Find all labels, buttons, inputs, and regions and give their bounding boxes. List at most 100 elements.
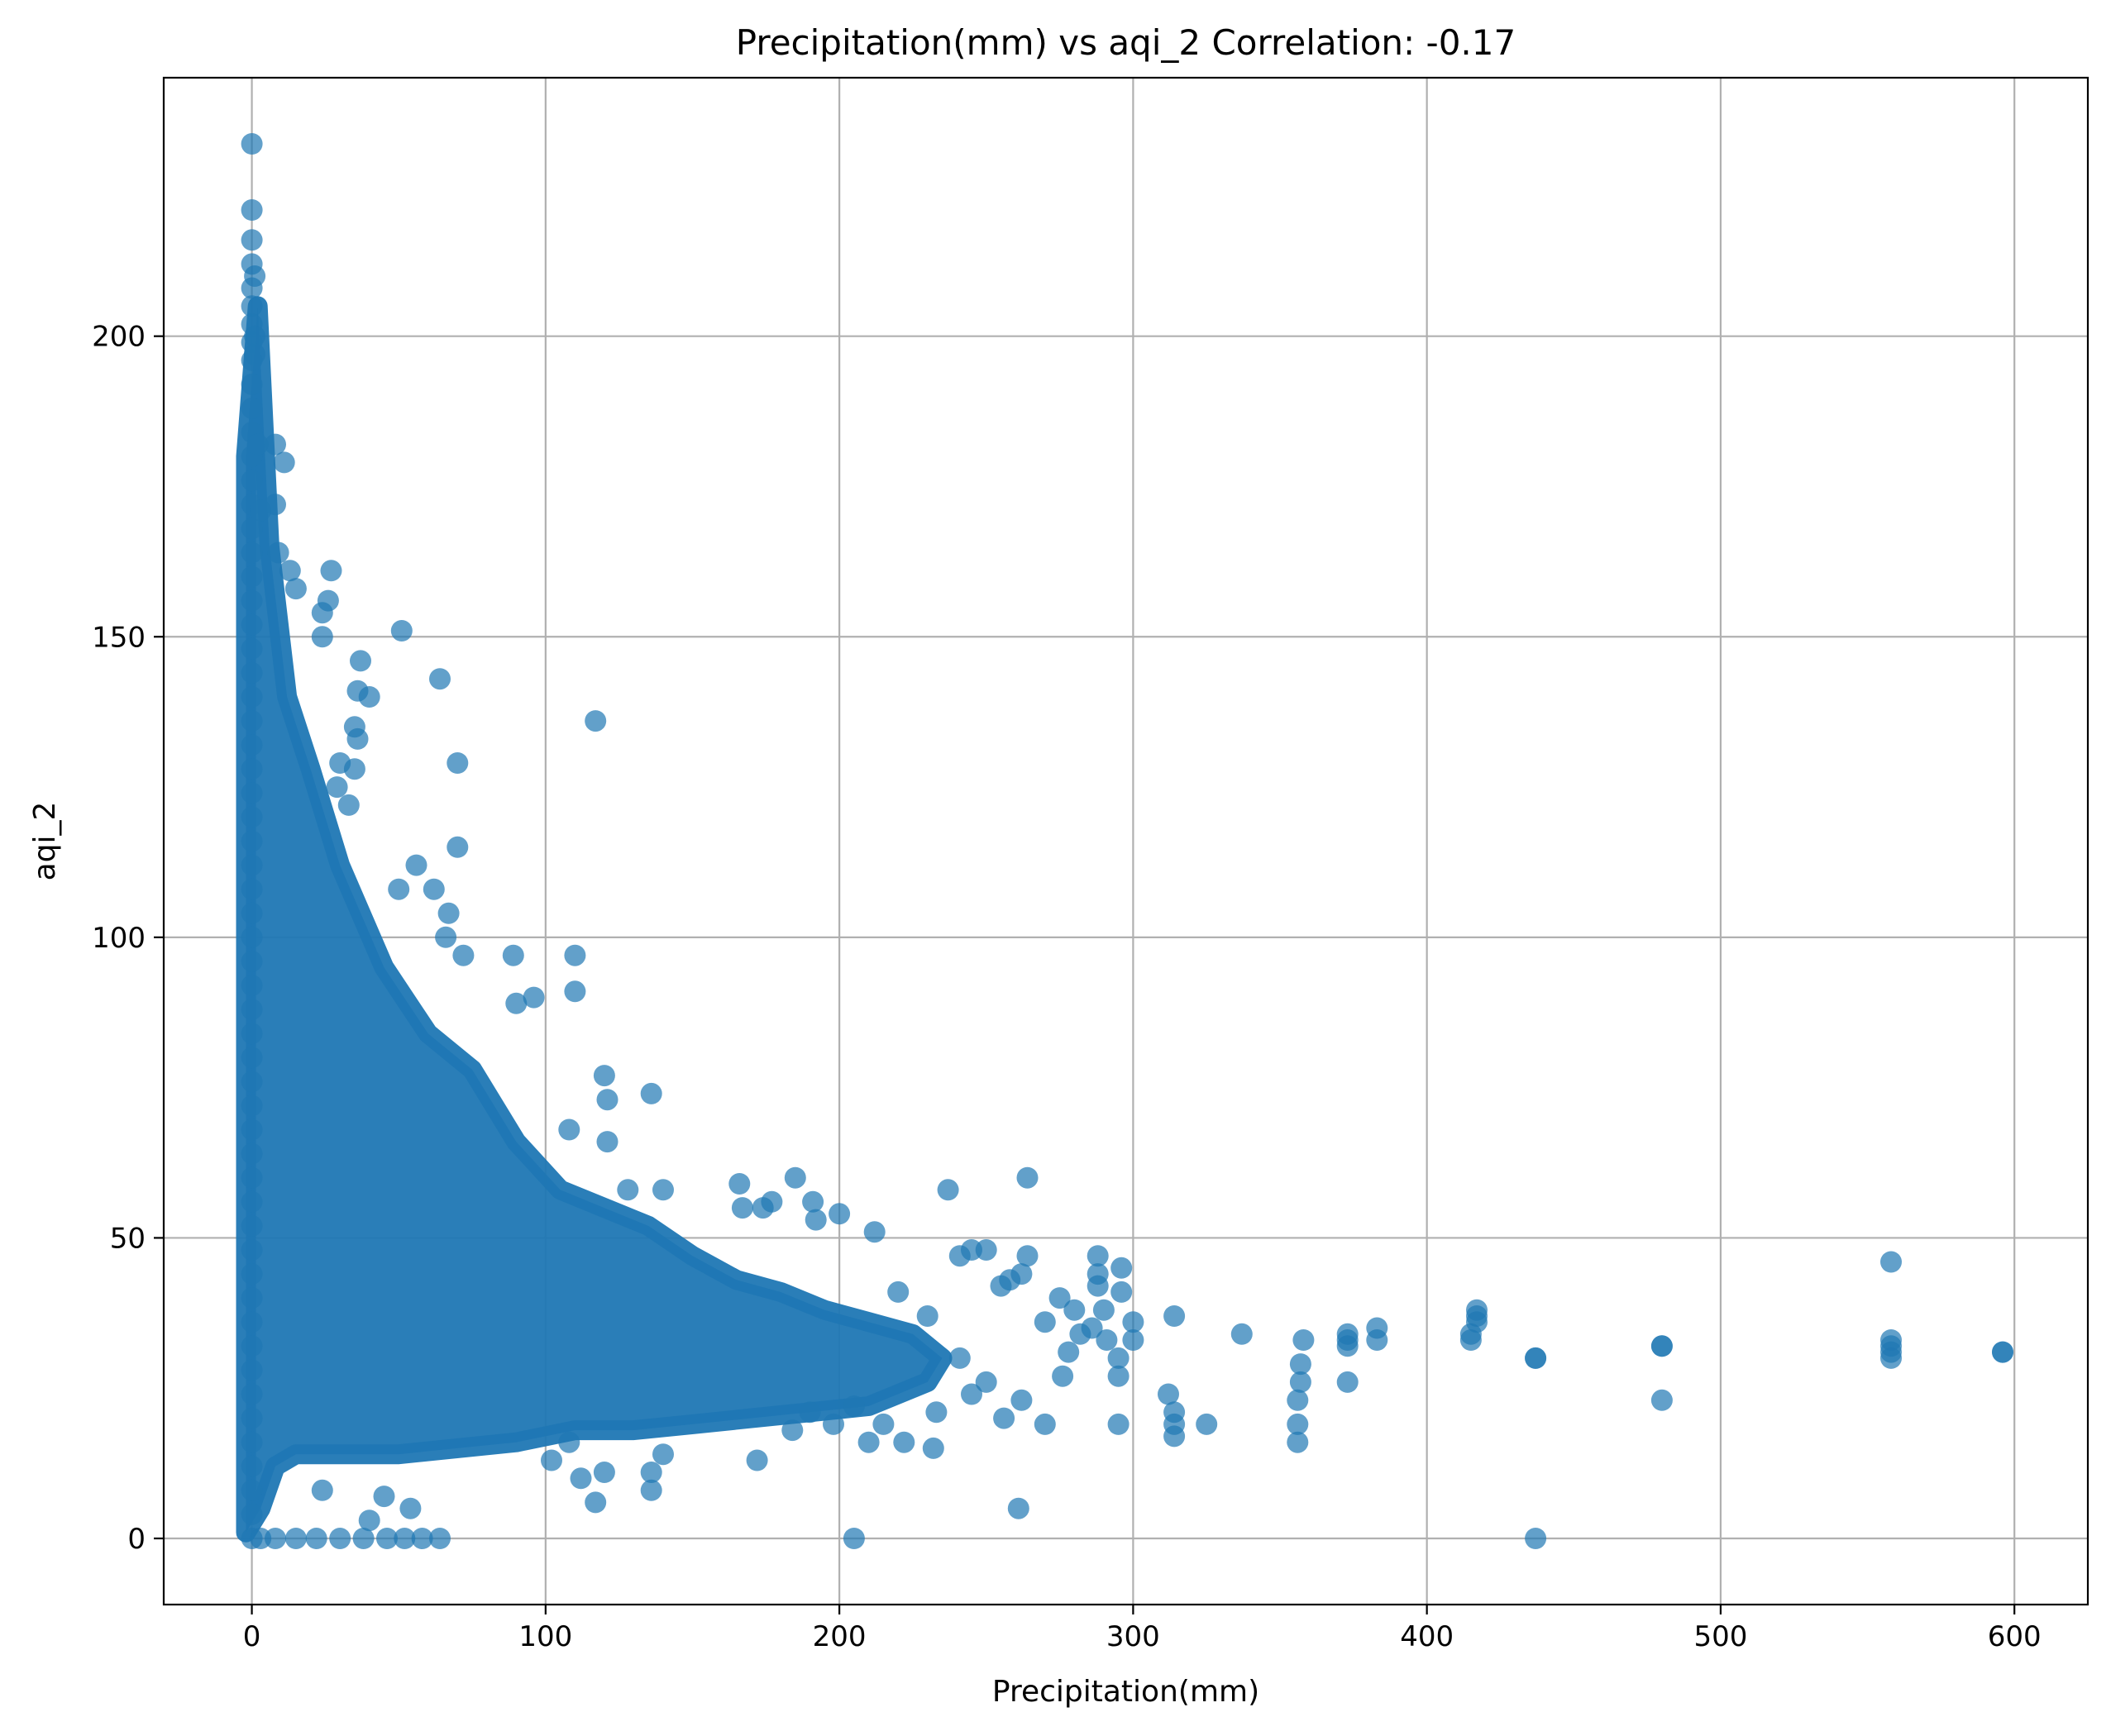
scatter-point xyxy=(652,1179,674,1201)
scatter-point xyxy=(329,1528,351,1549)
scatter-point xyxy=(273,451,295,474)
scatter-point xyxy=(799,1401,821,1424)
scatter-point xyxy=(241,926,263,948)
scatter-point xyxy=(399,1497,422,1519)
scatter-point xyxy=(1525,1528,1547,1549)
scatter-point xyxy=(1230,1323,1253,1345)
scatter-point xyxy=(246,433,269,455)
scatter-point xyxy=(241,734,263,756)
scatter-point xyxy=(596,1131,618,1153)
scatter-point xyxy=(326,776,348,799)
scatter-point xyxy=(1158,1383,1179,1405)
scatter-point xyxy=(320,560,342,582)
scatter-point xyxy=(241,1239,263,1261)
scatter-point xyxy=(585,710,607,732)
scatter-point xyxy=(241,1023,263,1045)
scatter-point xyxy=(241,637,263,660)
y-tick-labels: 0 50 100 150 200 xyxy=(92,321,146,1556)
scatter-point xyxy=(652,1443,674,1466)
scatter-point xyxy=(1122,1329,1144,1351)
scatter-point xyxy=(241,686,263,708)
scatter-point xyxy=(429,668,451,690)
x-tick-labels: 0 100 200 300 400 500 600 xyxy=(243,1620,2042,1653)
scatter-point xyxy=(1010,1389,1033,1411)
scatter-point xyxy=(284,578,307,600)
scatter-point xyxy=(241,806,263,828)
scatter-point xyxy=(1287,1431,1309,1453)
scatter-point xyxy=(1880,1329,1902,1351)
scatter-point xyxy=(241,613,263,636)
scatter-point xyxy=(1110,1257,1133,1279)
scatter-point xyxy=(916,1305,938,1327)
scatter-point xyxy=(429,1528,451,1549)
dense-cloud-fill xyxy=(236,296,953,1543)
scatter-point xyxy=(388,878,410,900)
scatter-point xyxy=(241,1431,263,1453)
scatter-point xyxy=(640,1462,662,1483)
scatter-point xyxy=(1336,1371,1359,1393)
scatter-point xyxy=(241,1407,263,1429)
scatter-point xyxy=(241,710,263,732)
scatter-point xyxy=(241,661,263,684)
scatter-point xyxy=(558,1118,580,1141)
scatter-point xyxy=(241,878,263,900)
scatter-point xyxy=(437,902,460,924)
scatter-point xyxy=(975,1239,997,1261)
scatter-point xyxy=(1366,1317,1388,1339)
scatter-point xyxy=(241,999,263,1021)
scatter-point xyxy=(241,199,263,221)
scatter-point xyxy=(502,944,524,966)
scatter-point xyxy=(241,1118,263,1141)
scatter-point xyxy=(394,1528,416,1549)
scatter-point xyxy=(241,782,263,804)
scatter-point xyxy=(373,1486,395,1508)
scatter-point xyxy=(305,1528,327,1549)
y-tick-label: 0 xyxy=(127,1523,146,1556)
scatter-point xyxy=(1010,1263,1033,1285)
scatter-point xyxy=(241,517,263,540)
scatter-point xyxy=(843,1395,865,1417)
scatter-point xyxy=(761,1190,783,1213)
scatter-point xyxy=(1007,1497,1029,1519)
scatter-point xyxy=(265,1528,286,1549)
x-tick-label: 300 xyxy=(1106,1620,1160,1653)
dense-point-cloud xyxy=(236,296,953,1543)
scatter-point xyxy=(1163,1305,1186,1327)
scatter-point xyxy=(593,1462,615,1483)
y-tick-label: 50 xyxy=(110,1222,146,1255)
scatter-point xyxy=(241,1455,263,1477)
scatter-point xyxy=(241,295,263,317)
x-tick-label: 500 xyxy=(1693,1620,1747,1653)
scatter-point xyxy=(244,325,266,347)
scatter-point xyxy=(541,1449,562,1471)
scatter-point xyxy=(423,878,445,900)
scatter-point xyxy=(241,1166,263,1189)
scatter-point xyxy=(523,986,545,1009)
scatter-point xyxy=(640,1479,662,1501)
scatter-point xyxy=(1287,1413,1309,1435)
y-tick-label: 100 xyxy=(92,922,146,955)
scatter-point xyxy=(241,902,263,924)
scatter-point xyxy=(731,1197,753,1219)
y-tick-label: 200 xyxy=(92,321,146,354)
scatter-point xyxy=(267,541,289,564)
scatter-point xyxy=(241,1190,263,1213)
scatter-point xyxy=(1110,1281,1133,1303)
scatter-point xyxy=(358,1509,380,1532)
scatter-point xyxy=(1289,1353,1311,1376)
y-axis-label: aqi_2 xyxy=(28,802,62,881)
scatter-point xyxy=(593,1065,615,1087)
scatter-point xyxy=(1289,1371,1311,1393)
axis-ticks xyxy=(154,335,2016,1614)
scatter-point xyxy=(241,1359,263,1381)
scatter-point xyxy=(1292,1329,1315,1351)
scatter-point xyxy=(241,1479,263,1501)
scatter-point xyxy=(343,758,365,780)
scatter-point xyxy=(241,1095,263,1117)
scatter-point xyxy=(241,1142,263,1165)
scatter-point xyxy=(265,433,286,455)
scatter-point xyxy=(311,626,333,648)
x-tick-label: 400 xyxy=(1400,1620,1454,1653)
scatter-point xyxy=(564,980,586,1003)
x-tick-label: 0 xyxy=(243,1620,261,1653)
